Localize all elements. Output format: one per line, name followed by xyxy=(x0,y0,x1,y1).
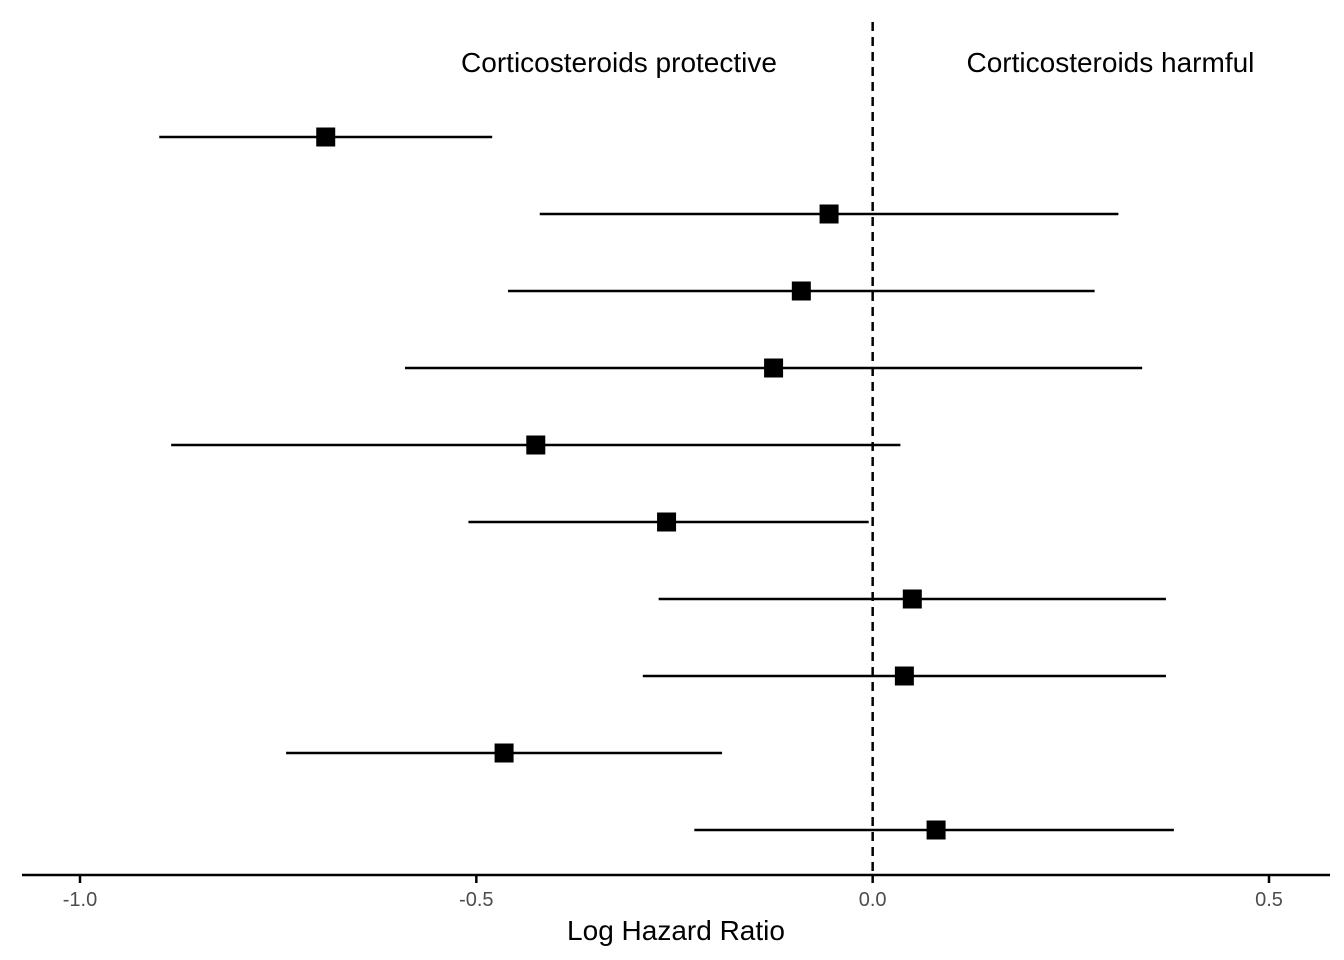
estimate-marker xyxy=(526,435,546,455)
estimate-marker xyxy=(316,127,336,147)
x-axis: -1.0 -0.5 0.0 0.5 xyxy=(22,873,1330,911)
annotation-protective: Corticosteroids protective xyxy=(461,47,777,78)
estimate-marker xyxy=(926,820,946,840)
estimate-marker xyxy=(902,589,922,609)
x-axis-title: Log Hazard Ratio xyxy=(567,915,785,946)
plot-area xyxy=(159,22,1174,875)
x-tick-label: 0.5 xyxy=(1255,889,1283,911)
annotation-harmful: Corticosteroids harmful xyxy=(967,47,1255,78)
estimate-marker xyxy=(819,204,839,224)
estimate-marker xyxy=(791,281,811,301)
estimate-marker xyxy=(494,743,514,763)
estimate-marker xyxy=(657,512,677,532)
estimate-marker xyxy=(764,358,784,378)
annotations: Corticosteroids protective Corticosteroi… xyxy=(461,47,1254,78)
x-tick-label: -0.5 xyxy=(459,889,493,911)
estimate-marker xyxy=(894,666,914,686)
x-tick-label: 0.0 xyxy=(859,889,887,911)
x-tick-label: -1.0 xyxy=(63,889,97,911)
